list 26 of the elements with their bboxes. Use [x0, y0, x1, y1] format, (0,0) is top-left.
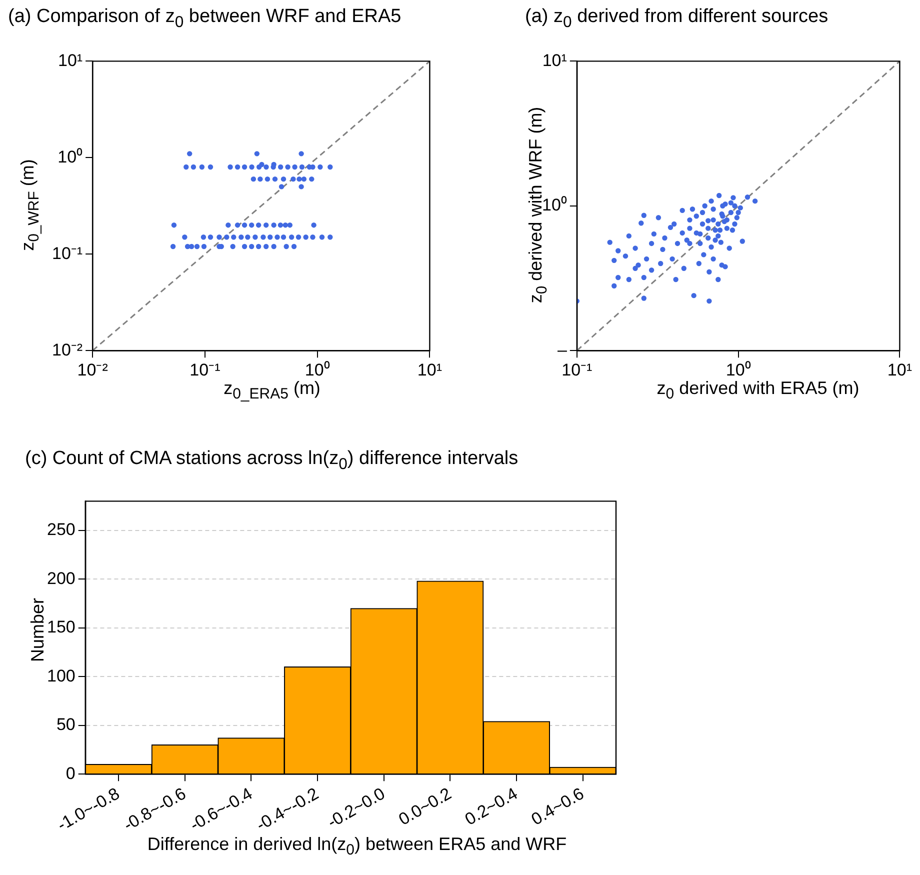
- y-tick-label: 10¹: [58, 50, 83, 70]
- x-tick-label: 10¹: [887, 360, 912, 380]
- x-tick-label: 10⁰: [726, 360, 751, 380]
- x-tick-label: 10⁰: [304, 360, 330, 380]
- chart-title: (a) z$_{0}$ derived from different sources: [525, 6, 828, 32]
- chart-title: (a) Comparison of z$_{0}$ between WRF and ERA5: [8, 6, 402, 32]
- x-axis-title: Difference in derived ln(z$_{0}$) between ERA5 and WRF: [147, 834, 567, 859]
- y-tick-label: 100: [46, 666, 76, 686]
- x-tick-label: 10⁻¹: [562, 360, 593, 380]
- y-tick-label: 10⁰: [58, 147, 83, 166]
- y-tick-label: 10⁻²: [52, 340, 83, 360]
- y-tick-label: 200: [46, 568, 76, 588]
- y-tick-label: 250: [46, 520, 76, 540]
- chart-title: (c) Count of CMA stations across ln(z$_{0}$) difference intervals: [25, 448, 518, 474]
- y-tick-label: 10¹: [542, 50, 568, 70]
- y-tick-label: –: [557, 340, 568, 360]
- y-axis-title: Number: [28, 598, 48, 662]
- y-tick-label: 50: [56, 715, 76, 734]
- x-tick-label: 10⁻²: [77, 360, 108, 380]
- x-tick-label: 10¹: [417, 360, 442, 380]
- y-tick-label: 0: [66, 764, 76, 783]
- y-tick-label: 10⁻¹: [52, 244, 83, 263]
- x-tick-label: 10⁻¹: [190, 360, 221, 380]
- y-tick-label: 150: [46, 618, 76, 637]
- x-axis-title: z$_{0}$ derived with ERA5 (m): [656, 378, 860, 403]
- x-axis-title: z$_{0_ERA5}$ (m): [224, 378, 320, 403]
